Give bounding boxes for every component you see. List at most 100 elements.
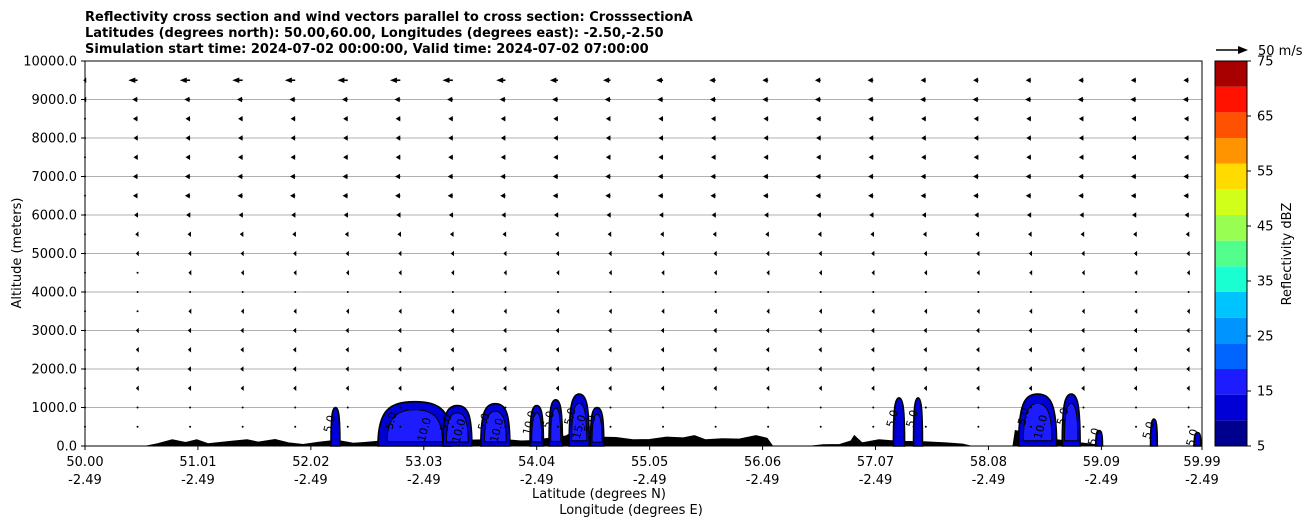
wind-vector-head (713, 385, 717, 392)
wind-vector-head (132, 173, 138, 180)
wind-vector-head (290, 135, 296, 141)
wind-vector (763, 135, 769, 141)
wind-vector (240, 346, 244, 353)
wind-vector-head (553, 154, 558, 161)
wind-vector-dot (346, 425, 349, 428)
wind-vector (395, 154, 401, 161)
wind-vector-head (657, 173, 663, 180)
x-tick-label-lon: -2.49 (633, 473, 667, 488)
wind-vector (924, 291, 927, 293)
wind-vector (448, 115, 453, 122)
contour-label: 5.0 (1015, 406, 1032, 426)
y-tick-label: 4000.0 (32, 286, 78, 301)
wind-vector (657, 173, 664, 180)
contour-label: 5.0 (1184, 428, 1201, 448)
wind-vector (711, 212, 716, 218)
wind-vector-head (1079, 212, 1084, 218)
wind-vector-head (818, 385, 822, 392)
wind-vector-head (607, 231, 612, 238)
wind-vector-head (499, 96, 505, 103)
x-tick-label-lon: -2.49 (1085, 473, 1119, 488)
wind-vector (1029, 269, 1033, 276)
wind-vector-head (1081, 385, 1085, 392)
wind-vector-dot (136, 310, 139, 313)
wind-vector (555, 231, 559, 238)
wind-vector-head (1077, 96, 1083, 103)
wind-vector-head (815, 173, 821, 180)
wind-vector (713, 269, 717, 276)
wind-vector (921, 212, 927, 218)
wind-vector-head (975, 231, 980, 238)
wind-vector (870, 231, 874, 238)
wind-vector-head (1028, 327, 1032, 334)
wind-vector (451, 308, 455, 315)
contour-label: 5.0 (904, 408, 921, 428)
wind-vector-head (128, 77, 136, 84)
wind-vector (713, 366, 717, 372)
wind-vector-head (870, 231, 874, 238)
wind-vector-head (816, 115, 821, 122)
contour-label: 5.0 (1054, 406, 1071, 426)
wind-vector (343, 135, 348, 141)
colorbar-tick-label: 55 (1257, 165, 1274, 180)
y-tick-label: 10000.0 (23, 55, 77, 70)
wind-vector-head (976, 250, 980, 257)
wind-vector-head (503, 250, 507, 257)
wind-vector-dot (189, 291, 192, 293)
wind-vector-dot (399, 291, 402, 293)
wind-vector (868, 192, 874, 199)
wind-vector (345, 385, 349, 392)
wind-vector-head (972, 96, 978, 103)
wind-vector (1130, 96, 1137, 103)
wind-vector (187, 327, 192, 334)
wind-vector-head (815, 192, 821, 199)
wind-vector (923, 385, 927, 392)
x-axis-label-latitude: Latitude (degrees N) (532, 487, 666, 502)
wind-vector-head (450, 250, 454, 257)
wind-vector (503, 346, 507, 353)
wind-vector (553, 115, 558, 122)
wind-vector-dot (399, 406, 402, 409)
wind-vector (290, 173, 296, 180)
wind-vector (344, 231, 349, 238)
wind-vector-head (1133, 327, 1137, 334)
wind-vector-head (503, 366, 507, 372)
wind-vector-head (1130, 173, 1136, 180)
wind-vector (815, 173, 821, 180)
wind-vector-head (449, 231, 454, 238)
wind-vector (504, 425, 507, 428)
y-tick-label: 6000.0 (32, 209, 78, 224)
wind-vector-head (398, 385, 402, 392)
quiver-key-label: 50 m/s (1258, 44, 1303, 59)
wind-vector (187, 366, 191, 372)
wind-vector (552, 192, 558, 199)
wind-vector (1078, 135, 1084, 141)
reflectivity-contour-outer (1094, 429, 1104, 447)
wind-vector (976, 366, 980, 372)
wind-vector-head (346, 269, 349, 276)
wind-vector-head (1081, 346, 1085, 353)
wind-vector (816, 115, 821, 122)
wind-vector (450, 346, 454, 353)
wind-vector-head (398, 366, 402, 372)
reflectivity-contour-inner (445, 412, 469, 443)
wind-vector (179, 77, 191, 84)
wind-vector (345, 366, 349, 372)
wind-vector-head (661, 269, 665, 276)
wind-vector-head (921, 115, 926, 122)
wind-vector (1183, 154, 1189, 161)
wind-vector (1135, 291, 1138, 293)
wind-vector-head (240, 308, 244, 315)
wind-vector (502, 231, 507, 238)
wind-vector-head (133, 135, 138, 141)
wind-vector-head (711, 212, 716, 218)
wind-vector (872, 406, 875, 409)
wind-vector-head (818, 327, 822, 334)
wind-vector-head (290, 154, 296, 161)
wind-vector (449, 231, 454, 238)
wind-vector (294, 291, 297, 293)
wind-vector-head (976, 385, 980, 392)
wind-vector-head (1028, 250, 1032, 257)
reflectivity-contour-outer (892, 397, 906, 447)
